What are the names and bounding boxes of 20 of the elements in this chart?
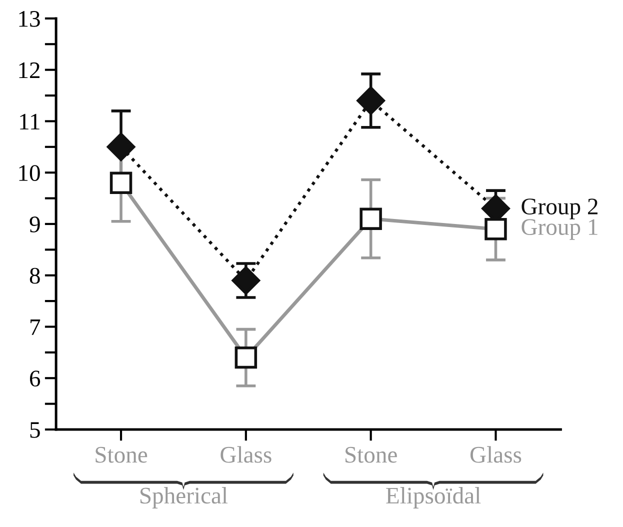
y-tick-label: 13 xyxy=(19,11,40,27)
y-tick-label: 9 xyxy=(30,216,40,232)
y-tick-label: 10 xyxy=(19,165,40,182)
x-tick-label: Glass xyxy=(470,446,522,463)
point xyxy=(356,86,385,115)
y-tick-label: 8 xyxy=(30,268,40,284)
x-tick-label: Glass xyxy=(220,446,272,463)
text: Elipsoïdal xyxy=(386,487,481,508)
series-label: Group 2 xyxy=(522,198,598,220)
series-label: Group 1 xyxy=(522,219,598,240)
y-tick-label: 7 xyxy=(30,319,40,335)
text: Spherical xyxy=(140,487,228,508)
y-tick-label: 12 xyxy=(19,62,40,78)
x-tick-label: Stone xyxy=(96,446,148,463)
point xyxy=(106,132,136,162)
point xyxy=(232,266,260,295)
y-tick-label: 11 xyxy=(20,114,40,130)
y-tick-label: 6 xyxy=(30,370,40,387)
x-tick-label: Stone xyxy=(346,446,397,463)
y-tick-label: 5 xyxy=(30,422,40,438)
